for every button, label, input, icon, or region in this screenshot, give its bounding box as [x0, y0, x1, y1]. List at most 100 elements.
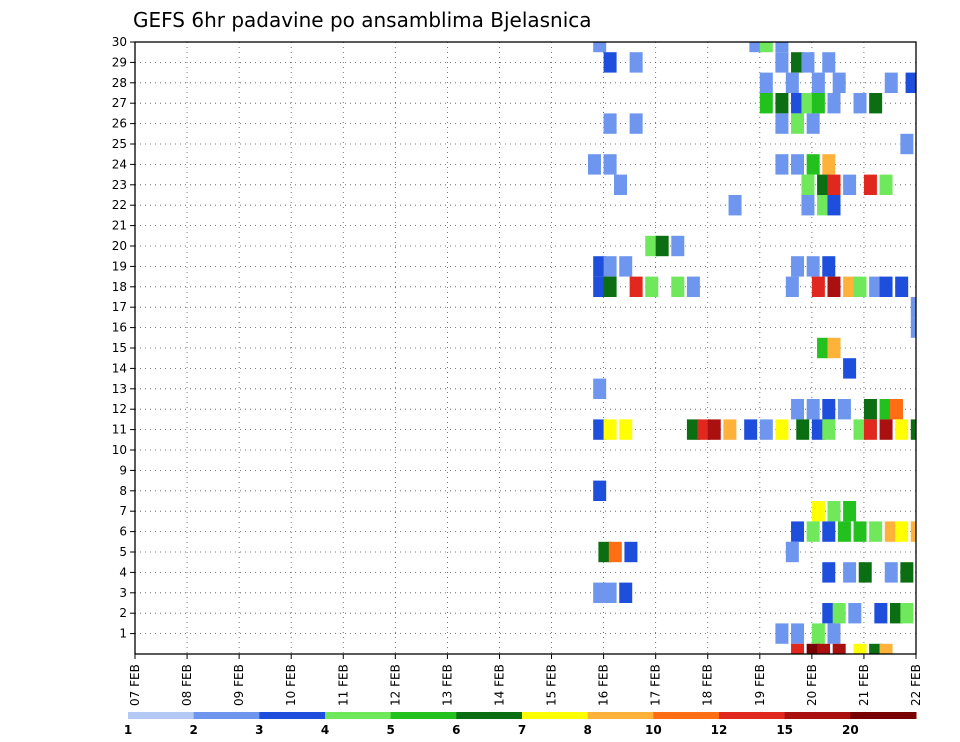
precip-cell [791, 399, 805, 420]
precip-cell [629, 113, 643, 134]
colorbar-label: 4 [321, 723, 329, 737]
y-tick-label: 27 [112, 96, 127, 110]
x-tick-label: 14 FEB [492, 664, 506, 706]
precip-cell [801, 174, 815, 195]
precip-cell [879, 174, 893, 195]
precip-cell [608, 541, 622, 563]
precip-cell [686, 419, 700, 440]
precip-cell [853, 276, 867, 297]
precip-cell [759, 72, 773, 93]
precip-cell [655, 235, 669, 257]
precip-cell [900, 133, 914, 155]
y-tick-label: 13 [112, 382, 127, 396]
colorbar-label: 7 [518, 723, 526, 737]
precip-cell [801, 93, 815, 114]
colorbar-label: 8 [583, 723, 591, 737]
precip-cell [822, 521, 836, 542]
y-tick-label: 26 [112, 117, 127, 131]
precip-cell [869, 93, 883, 114]
precip-cell [827, 623, 841, 644]
chart-title: GEFS 6hr padavine po ansamblima Bjelasni… [133, 8, 592, 32]
precip-cell [895, 419, 909, 440]
x-tick-label: 22 FEB [909, 664, 923, 706]
precip-cell [593, 276, 607, 297]
precip-cell [843, 174, 857, 195]
precip-cell [785, 72, 799, 93]
precip-cell [603, 276, 617, 297]
precip-cell [775, 42, 789, 53]
precip-cell [889, 399, 903, 420]
x-tick-label: 17 FEB [649, 664, 663, 706]
colorbar-label: 2 [189, 723, 197, 737]
precip-cell [791, 113, 805, 134]
y-tick-label: 5 [119, 545, 127, 559]
precip-cell [728, 195, 742, 216]
precip-cell [791, 93, 805, 114]
precip-cell [853, 521, 867, 542]
precip-cell [587, 154, 601, 175]
precip-cell [827, 174, 841, 195]
y-tick-label: 6 [119, 525, 127, 539]
precip-cell [884, 521, 898, 542]
precip-cell [879, 419, 893, 440]
precip-cell [817, 643, 831, 654]
precip-cell [603, 113, 617, 134]
precip-cell [603, 582, 617, 603]
precip-cell [822, 562, 836, 583]
precip-cell [863, 174, 877, 195]
precip-cell [910, 419, 916, 440]
y-tick-label: 30 [112, 35, 127, 49]
precip-cell [619, 419, 633, 440]
precip-cell [775, 154, 789, 175]
precip-cell [791, 643, 805, 654]
precip-cell [811, 623, 825, 644]
y-tick-label: 8 [119, 484, 127, 498]
precip-cell [817, 174, 831, 195]
y-axis-ticks: 1234567891011121314151617181920212223242… [112, 35, 135, 641]
precip-cell [759, 419, 773, 440]
precip-cell [822, 419, 836, 440]
precip-cell [593, 42, 607, 53]
precip-cell [832, 643, 846, 654]
precip-cell [749, 42, 763, 53]
y-tick-label: 9 [119, 463, 127, 477]
precip-cell [775, 623, 789, 644]
y-tick-label: 25 [112, 137, 127, 151]
x-tick-label: 11 FEB [336, 664, 350, 706]
precip-cell [801, 52, 815, 73]
precip-cell [775, 113, 789, 134]
precip-cell [593, 419, 607, 440]
precip-cell [895, 276, 909, 297]
precip-cell [671, 276, 685, 297]
colorbar-segment [850, 712, 917, 719]
precip-cell [827, 337, 841, 359]
colorbar-segment [456, 712, 523, 719]
y-tick-label: 19 [112, 259, 127, 273]
y-tick-label: 18 [112, 280, 127, 294]
y-tick-label: 21 [112, 219, 127, 233]
precip-cell [744, 419, 758, 440]
x-tick-label: 09 FEB [232, 664, 246, 706]
precip-cell [806, 521, 820, 542]
precip-cell [832, 72, 846, 93]
precip-cell [759, 93, 773, 114]
precip-cell [598, 541, 612, 563]
colorbar-label: 3 [255, 723, 263, 737]
precip-cell [806, 399, 820, 420]
precip-cell [879, 399, 893, 420]
y-tick-label: 15 [112, 341, 127, 355]
precip-cell [791, 521, 805, 542]
precip-cell [822, 603, 836, 624]
colorbar-label: 15 [776, 723, 793, 737]
precip-cell [895, 521, 909, 542]
y-tick-label: 4 [119, 565, 127, 579]
precip-cell [775, 419, 789, 440]
precip-cell [791, 623, 805, 644]
precip-cell [671, 235, 685, 257]
colorbar-label: 20 [842, 723, 859, 737]
precip-cell [759, 42, 773, 53]
y-tick-label: 23 [112, 178, 127, 192]
x-tick-label: 07 FEB [128, 664, 142, 706]
precip-cell [905, 72, 916, 93]
